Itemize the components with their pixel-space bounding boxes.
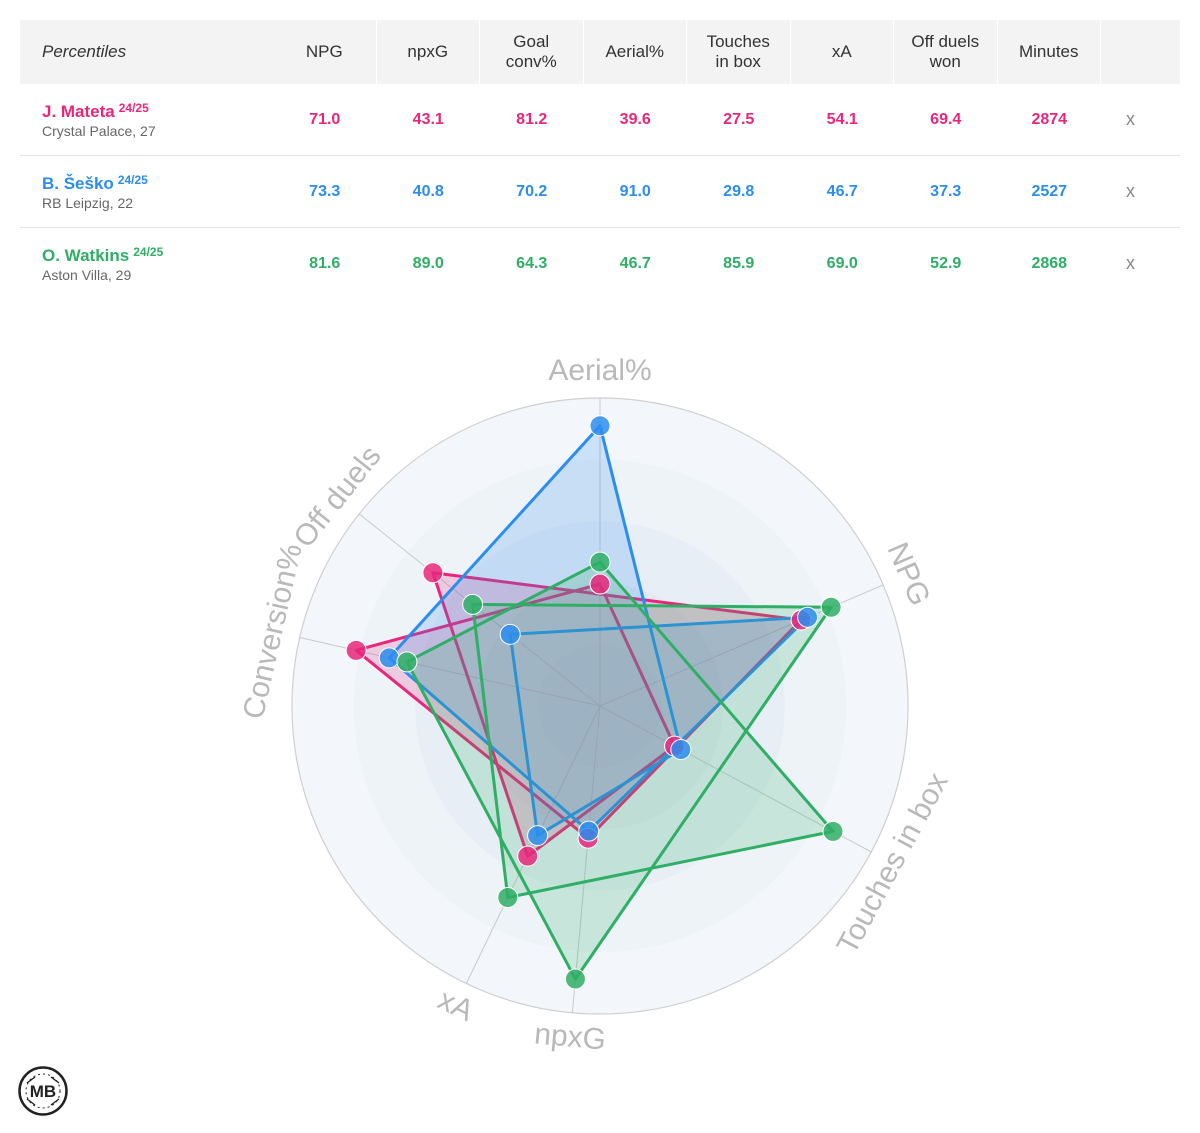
player-cell: O. Watkins 24/25 Aston Villa, 29: [20, 245, 273, 283]
stat-value: 2868: [998, 255, 1102, 273]
radar-point[interactable]: [590, 552, 610, 572]
radar-point[interactable]: [798, 607, 818, 627]
radar-point[interactable]: [379, 648, 399, 668]
stat-value: 81.2: [480, 111, 584, 129]
radar-point[interactable]: [518, 846, 538, 866]
header-col-label: NPG: [306, 42, 343, 62]
header-col-label: conv%: [506, 52, 557, 72]
radar-point[interactable]: [397, 652, 417, 672]
table-header: Percentiles NPG npxG Goal conv% Aerial% Touch…: [20, 20, 1180, 84]
header-col-label: Off duels: [911, 32, 979, 52]
player-heading: O. Watkins 24/25: [42, 245, 273, 266]
player-cell: B. Šeško 24/25 RB Leipzig, 22: [20, 173, 273, 211]
radar-point[interactable]: [423, 563, 443, 583]
stat-value: 73.3: [273, 183, 377, 201]
logo-text: MB: [30, 1082, 56, 1101]
player-cell: J. Mateta 24/25 Crystal Palace, 27: [20, 101, 273, 139]
stat-value: 69.4: [894, 111, 998, 129]
header-col-label: npxG: [407, 42, 448, 62]
header-col[interactable]: Off duels won: [894, 20, 998, 84]
radar-point[interactable]: [823, 821, 843, 841]
player-club: Aston Villa, 29: [42, 267, 273, 283]
header-col[interactable]: Goal conv%: [480, 20, 584, 84]
player-club: RB Leipzig, 22: [42, 195, 273, 211]
radar-point[interactable]: [463, 594, 483, 614]
stat-value: 27.5: [687, 111, 791, 129]
header-col[interactable]: Aerial%: [584, 20, 688, 84]
header-col-label: Goal: [506, 32, 557, 52]
player-season: 24/25: [118, 173, 148, 187]
stat-value: 37.3: [894, 183, 998, 201]
stat-value: 29.8: [687, 183, 791, 201]
mb-logo-icon: MB: [17, 1065, 69, 1117]
header-col[interactable]: Touches in box: [687, 20, 791, 84]
header-col-label: Minutes: [1019, 42, 1079, 62]
header-col[interactable]: Minutes: [998, 20, 1102, 84]
player-name[interactable]: J. Mateta: [42, 102, 115, 121]
stat-value: 81.6: [273, 255, 377, 273]
header-col-label: Touches: [707, 32, 770, 52]
player-name[interactable]: B. Šeško: [42, 174, 114, 193]
stat-value: 69.0: [791, 255, 895, 273]
player-season: 24/25: [119, 101, 149, 115]
radar-point[interactable]: [346, 640, 366, 660]
stat-value: 2874: [998, 111, 1102, 129]
radar-point[interactable]: [500, 624, 520, 644]
stat-value: 64.3: [480, 255, 584, 273]
table-row: B. Šeško 24/25 RB Leipzig, 22 73.3 40.8 70.2 9…: [20, 156, 1180, 228]
table-row: O. Watkins 24/25 Aston Villa, 29 81.6 89.0 64…: [20, 228, 1180, 299]
stat-value: 2527: [998, 183, 1102, 201]
header-col-label: xA: [832, 42, 852, 62]
stat-value: 91.0: [584, 183, 688, 201]
header-col[interactable]: NPG: [273, 20, 377, 84]
radar-point[interactable]: [579, 821, 599, 841]
player-heading: J. Mateta 24/25: [42, 101, 273, 122]
stat-value: 85.9: [687, 255, 791, 273]
stat-value: 46.7: [791, 183, 895, 201]
player-heading: B. Šeško 24/25: [42, 173, 273, 194]
remove-player-button[interactable]: x: [1101, 109, 1160, 130]
stat-value: 89.0: [377, 255, 481, 273]
radar-axis-label: xA: [433, 983, 479, 1028]
stat-value: 70.2: [480, 183, 584, 201]
header-percentiles: Percentiles: [20, 42, 273, 62]
radar-axis-label: npxG: [533, 1017, 607, 1056]
player-club: Crystal Palace, 27: [42, 123, 273, 139]
player-season: 24/25: [133, 245, 163, 259]
radar-point[interactable]: [498, 887, 518, 907]
stat-value: 46.7: [584, 255, 688, 273]
header-col[interactable]: xA: [791, 20, 895, 84]
header-col-label: in box: [707, 52, 770, 72]
radar-point[interactable]: [590, 416, 610, 436]
stat-value: 40.8: [377, 183, 481, 201]
stat-value: 71.0: [273, 111, 377, 129]
table-body: J. Mateta 24/25 Crystal Palace, 27 71.0 43.1…: [20, 84, 1180, 299]
radar-point[interactable]: [565, 969, 585, 989]
stats-table: Percentiles NPG npxG Goal conv% Aerial% Touch…: [20, 20, 1180, 299]
remove-player-button[interactable]: x: [1101, 253, 1160, 274]
radar-point[interactable]: [671, 739, 691, 759]
radar-axis-label: Aerial%: [548, 354, 651, 387]
header-col[interactable]: npxG: [377, 20, 481, 84]
stat-value: 39.6: [584, 111, 688, 129]
radar-point[interactable]: [590, 574, 610, 594]
radar-point[interactable]: [528, 826, 548, 846]
radar-point[interactable]: [821, 597, 841, 617]
stat-value: 54.1: [791, 111, 895, 129]
stat-value: 43.1: [377, 111, 481, 129]
table-row: J. Mateta 24/25 Crystal Palace, 27 71.0 43.1…: [20, 84, 1180, 156]
header-col-label: won: [911, 52, 979, 72]
header-col-label: Aerial%: [605, 42, 664, 62]
player-name[interactable]: O. Watkins: [42, 246, 129, 265]
stat-value: 52.9: [894, 255, 998, 273]
remove-player-button[interactable]: x: [1101, 181, 1160, 202]
